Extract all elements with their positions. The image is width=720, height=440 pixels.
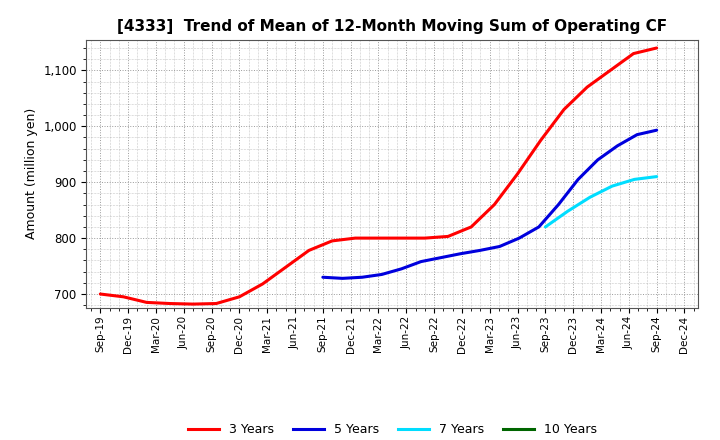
Y-axis label: Amount (million yen): Amount (million yen) — [24, 108, 37, 239]
Title: [4333]  Trend of Mean of 12-Month Moving Sum of Operating CF: [4333] Trend of Mean of 12-Month Moving … — [117, 19, 667, 34]
Legend: 3 Years, 5 Years, 7 Years, 10 Years: 3 Years, 5 Years, 7 Years, 10 Years — [183, 418, 602, 440]
